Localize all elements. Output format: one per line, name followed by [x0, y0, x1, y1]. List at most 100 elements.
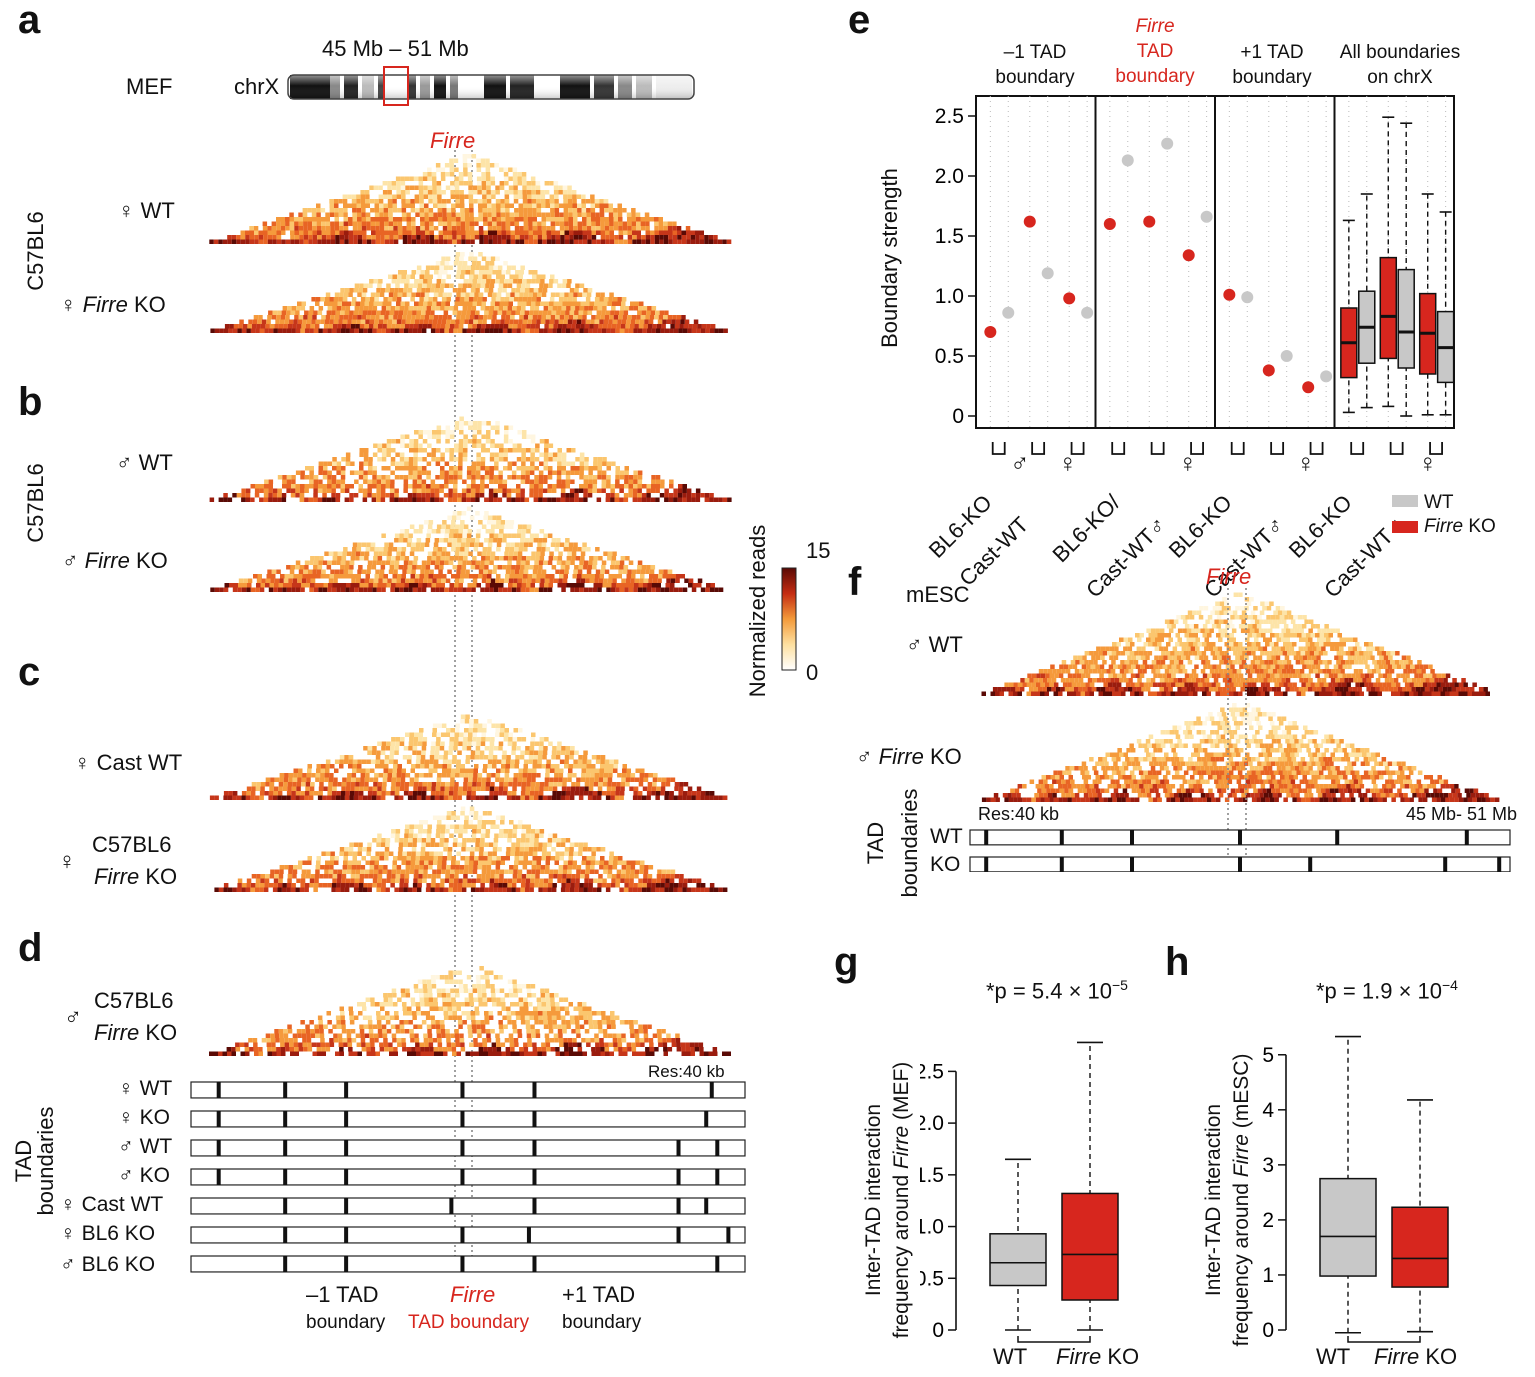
ko-suffix: KO — [133, 292, 166, 317]
track-label-1: ♀ WT — [118, 1077, 173, 1100]
legend-ko-gene: Firre — [1424, 516, 1464, 537]
strain-label-a: C57BL6 — [23, 211, 48, 291]
e-header-1-line1: –1 TAD — [1003, 42, 1067, 63]
e-point — [1161, 137, 1174, 150]
e-box — [1379, 116, 1398, 408]
tad-track-row — [190, 1226, 746, 1244]
ytick-label: 0 — [932, 1319, 944, 1342]
e-header-1-line2: boundary — [995, 67, 1075, 88]
g-xlabel-ko: Firre KO — [1056, 1346, 1139, 1368]
e-xlabel-bl6ko-3: BL6-KO — [1163, 489, 1237, 563]
e-box — [1418, 193, 1437, 416]
pvalue-g-exp: −5 — [1112, 977, 1128, 993]
g-xlabel-ko-suffix: KO — [1107, 1344, 1140, 1369]
e-point — [1103, 218, 1116, 230]
ytick-label: 4 — [1262, 1099, 1274, 1122]
colorbar-min: 0 — [806, 660, 819, 685]
e-xlabel-male-1: ♂ — [1010, 448, 1030, 478]
comparison-bracket — [1347, 1336, 1421, 1343]
e-box — [1397, 122, 1415, 417]
ytick-label: 3 — [1262, 1154, 1274, 1177]
e-header-3: +1 TAD boundary — [1212, 40, 1332, 90]
e-ytick-label: 0.5 — [935, 345, 964, 368]
legend-ko-label: Firre KO — [1424, 516, 1496, 538]
e-point — [1223, 288, 1236, 301]
firre-boundary-label-a: Firre — [450, 1282, 496, 1307]
g-ylabel-gene: Firre — [890, 1125, 913, 1170]
plus1-label-b: boundary — [562, 1312, 642, 1333]
e-xlabel-female-4: ♀ — [1418, 448, 1438, 478]
e-point — [1063, 292, 1076, 305]
label-d-bl6: C57BL6 — [94, 988, 174, 1013]
tad-track-row — [190, 1168, 746, 1186]
track-label-2: ♀ KO — [118, 1106, 170, 1129]
e-point — [1302, 381, 1315, 394]
gene-name: Firre — [84, 548, 130, 573]
track-label-6: ♀ BL6 KO — [60, 1222, 156, 1245]
pvalue-h-text: *p = 1.9 × 10 — [1316, 978, 1442, 1004]
resolution-label-f: Res:40 kb — [978, 804, 1060, 824]
e-xlabel-female-1: ♀ — [1058, 448, 1078, 478]
g-ylabel: Inter-TAD interaction frequency around F… — [860, 1050, 920, 1350]
g-xlabel-ko-gene: Firre — [1056, 1344, 1102, 1369]
tad-side-label-f1: TAD — [863, 821, 888, 865]
e-header-1: –1 TAD boundary — [975, 40, 1095, 90]
range-label-f: 45 Mb- 51 Mb — [1406, 804, 1518, 824]
e-xlabels-group4: BL6-KO Cast-WT♂ ♀ — [1266, 428, 1438, 603]
e-box — [1358, 193, 1376, 409]
female-symbol: ♀ — [60, 292, 77, 317]
box-ko — [1391, 1099, 1449, 1333]
e-point — [1200, 210, 1213, 223]
panel-letter-a: a — [18, 0, 41, 42]
e-ytick-label: 1.0 — [935, 285, 964, 308]
g-ylabel-line3: (MEF) — [890, 1061, 913, 1121]
region-label: 45 Mb – 51 Mb — [322, 36, 469, 61]
chart-g-inter-tad-mef: 0 0.5 1.0 1.5 2.0 2.5 — [920, 1041, 1119, 1343]
chromosome-label: chrX — [234, 74, 280, 99]
ytick-label: 2.5 — [920, 1060, 944, 1083]
male-symbol: ♂ — [856, 744, 873, 769]
firre-label-f: Firre — [1206, 564, 1252, 589]
h-xlabel-wt: WT — [1316, 1344, 1351, 1369]
ko-suffix: KO — [135, 548, 168, 573]
pvalue-g: *p = 5.4 × 10−5 — [986, 978, 1128, 1002]
label-d-ko: Firre KO — [94, 1022, 177, 1044]
track-label-7: ♂ BL6 KO — [60, 1253, 156, 1276]
tad-tracks-f — [969, 829, 1511, 872]
male-symbol: ♂ — [62, 548, 79, 573]
e-point — [1002, 306, 1015, 319]
e-point — [1182, 249, 1195, 262]
colorbar — [781, 567, 797, 671]
chromosome-ideogram — [287, 66, 695, 106]
heatmap-c-bl6-ko — [214, 806, 728, 892]
e-point — [1023, 215, 1036, 228]
tad-side-label-f2: boundaries — [897, 788, 922, 898]
heatmap-b-male-ko — [210, 506, 724, 592]
ko-suffix: KO — [145, 864, 178, 889]
label-c-bl6: C57BL6 — [92, 832, 172, 857]
e-xlabel-female-3: ♀ — [1296, 448, 1316, 478]
label-b-male-wt: ♂ WT — [116, 450, 173, 475]
tad-track-row — [190, 1255, 746, 1273]
e-box — [1340, 219, 1358, 414]
e-ytick-label: 2.5 — [935, 105, 964, 128]
heatmap-f-male-ko — [981, 703, 1500, 802]
cell-type-mef: MEF — [126, 74, 173, 99]
track-label-f-wt: WT — [930, 825, 963, 848]
strain-label-b: C57BL6 — [23, 463, 48, 543]
e-point — [1041, 267, 1054, 280]
firre-boundary-label-b: TAD boundary — [408, 1312, 530, 1333]
tad-side-label-d1: TAD — [11, 1139, 36, 1183]
label-f-male-ko: ♂ Firre KO — [856, 746, 962, 768]
g-ylabel-line2: frequency around — [890, 1174, 913, 1339]
tad-track-row — [190, 1197, 746, 1215]
e-ytick-label: 1.5 — [935, 225, 964, 248]
box-wt — [1319, 1035, 1377, 1334]
ytick-label: 0.5 — [920, 1267, 944, 1290]
e-header-2: Firre TAD boundary — [1095, 14, 1215, 89]
e-ytick-label: 2.0 — [935, 165, 964, 188]
pvalue-h-exp: −4 — [1442, 977, 1458, 993]
ytick-label: 1 — [1262, 1264, 1274, 1287]
resolution-label-d: Res:40 kb — [648, 1062, 725, 1081]
gene-name: Firre — [94, 864, 140, 889]
